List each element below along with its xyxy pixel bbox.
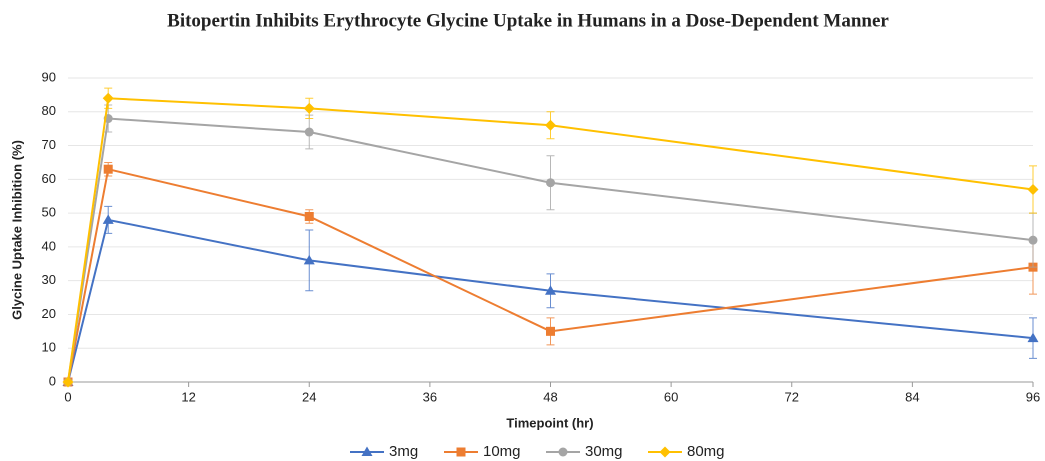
- marker: [1027, 183, 1039, 195]
- chart-title: Bitopertin Inhibits Erythrocyte Glycine …: [167, 10, 889, 31]
- marker: [303, 254, 315, 265]
- legend-item: 10mg: [444, 443, 521, 460]
- legend-label: 3mg: [389, 443, 418, 460]
- marker: [545, 285, 556, 295]
- x-tick-label: 60: [664, 389, 678, 404]
- y-tick-label: 10: [42, 340, 56, 355]
- x-tick-label: 0: [64, 389, 71, 404]
- y-tick-label: 30: [42, 272, 56, 287]
- y-tick-label: 0: [49, 373, 56, 388]
- y-tick-label: 90: [42, 69, 56, 84]
- x-axis-title: Timepoint (hr): [506, 415, 593, 430]
- y-tick-label: 40: [42, 238, 56, 253]
- marker: [103, 164, 113, 174]
- marker: [303, 102, 315, 114]
- marker: [361, 446, 373, 456]
- series: [62, 87, 1039, 388]
- x-tick-label: 12: [181, 389, 195, 404]
- marker: [456, 447, 466, 457]
- legend-item: 3mg: [350, 443, 418, 460]
- legend-item: 30mg: [546, 443, 623, 460]
- x-tick-label: 48: [543, 389, 557, 404]
- marker: [546, 326, 555, 336]
- legend-item: 80mg: [648, 443, 725, 460]
- marker: [546, 178, 555, 188]
- x-tick-label: 24: [302, 389, 316, 404]
- y-tick-label: 70: [42, 137, 56, 152]
- series: [62, 205, 1039, 386]
- y-tick-label: 80: [42, 103, 56, 118]
- y-tick-label: 60: [42, 171, 56, 186]
- marker: [1028, 235, 1038, 245]
- marker: [558, 447, 568, 457]
- y-axis-title: Glycine Uptake Inhibition (%): [9, 140, 24, 320]
- marker: [659, 446, 671, 458]
- x-tick-label: 96: [1026, 389, 1040, 404]
- marker: [545, 119, 556, 131]
- marker: [102, 214, 114, 224]
- marker: [62, 376, 74, 388]
- x-tick-label: 72: [785, 389, 799, 404]
- marker: [304, 211, 314, 221]
- y-tick-label: 50: [42, 205, 56, 220]
- legend-label: 30mg: [585, 443, 623, 460]
- marker: [1027, 332, 1039, 343]
- marker: [102, 92, 114, 104]
- x-tick-label: 36: [423, 389, 437, 404]
- y-tick-label: 20: [42, 306, 56, 321]
- legend-label: 80mg: [687, 443, 725, 460]
- legend-label: 10mg: [483, 443, 521, 460]
- x-tick-label: 84: [905, 389, 919, 404]
- marker: [304, 127, 314, 137]
